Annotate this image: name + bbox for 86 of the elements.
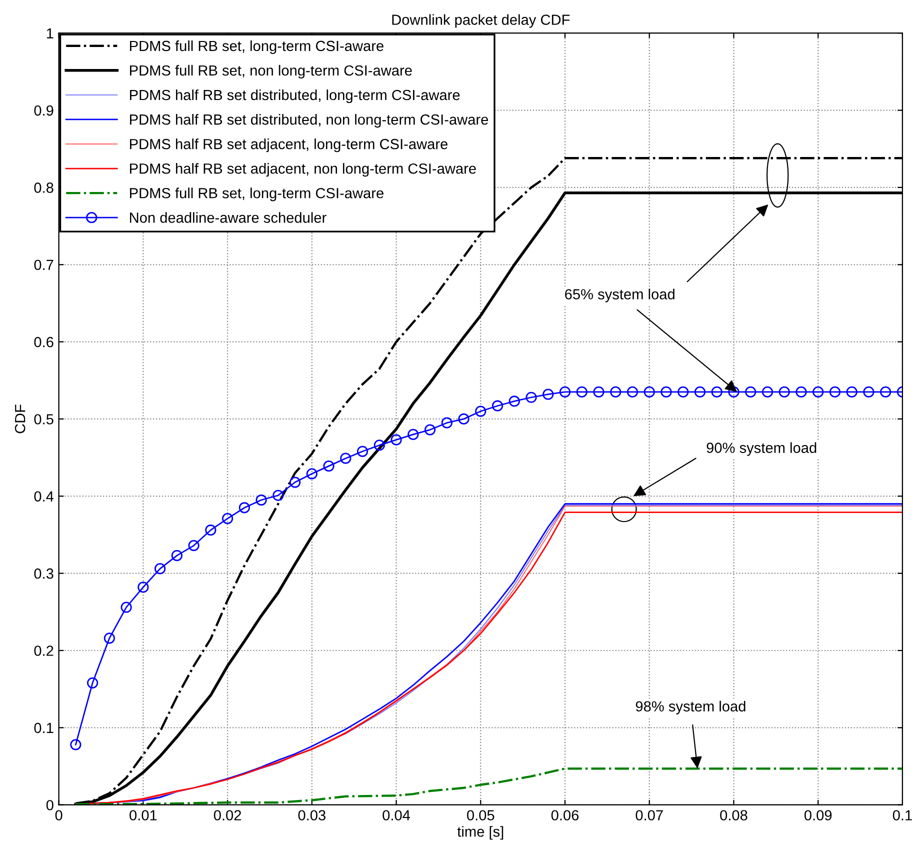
- point: [796, 386, 807, 398]
- x-tick-label: 0.01: [130, 810, 157, 820]
- point: [880, 386, 892, 398]
- legend-label: PDMS half RB set adjacent, long-term CSI-aware: [130, 138, 448, 152]
- legend-label: PDMS full RB set, long-term CSI-aware: [130, 188, 384, 202]
- point: [846, 386, 858, 398]
- point: [171, 550, 182, 562]
- y-tick-label: 0.4: [34, 491, 54, 502]
- annotation: 90% system load: [706, 442, 816, 456]
- y-tick-label: 0.6: [34, 336, 54, 348]
- point: [205, 524, 216, 536]
- x-tick-label: 0.05: [467, 810, 494, 820]
- point: [188, 540, 200, 552]
- legend-label: Non deadline-aware scheduler: [130, 212, 326, 223]
- point: [542, 388, 554, 400]
- point: [120, 602, 132, 613]
- legend-label: PDMS full RB set, non long-term CSI-aware: [130, 64, 412, 79]
- annotation: 98% system load: [636, 700, 746, 714]
- y-tick-label: 0.7: [34, 260, 54, 270]
- x-tick-label: 0: [55, 810, 62, 820]
- y-tick-label: 0.3: [34, 568, 54, 579]
- point: [87, 677, 98, 688]
- point: [492, 400, 504, 412]
- x-tick-label: 0.02: [214, 810, 242, 820]
- legend-label: PDMS half RB set adjacent, non long-term CSI-aware: [130, 163, 476, 177]
- point: [323, 460, 334, 472]
- y-tick-label: 0.2: [34, 646, 54, 656]
- point: [306, 468, 318, 480]
- point: [593, 386, 604, 398]
- point: [829, 386, 841, 398]
- point: [812, 386, 824, 398]
- point: [289, 476, 301, 488]
- point: [222, 512, 234, 524]
- x-tick-label: 0.08: [720, 810, 748, 820]
- point: [508, 396, 520, 407]
- y-axis-title: CDF: [14, 404, 26, 434]
- point: [356, 446, 368, 457]
- point: [475, 406, 486, 417]
- point: [660, 386, 672, 398]
- x-tick-label: 0.06: [551, 810, 579, 820]
- point: [256, 494, 267, 506]
- point: [138, 582, 149, 593]
- legend-label: PDMS half RB set distributed, non long-term CSI-aware: [130, 114, 488, 128]
- point: [694, 386, 706, 398]
- point: [728, 386, 740, 398]
- point: [863, 386, 874, 398]
- x-tick-label: 0.07: [636, 810, 663, 820]
- point: [424, 424, 436, 436]
- y-tick-label: 0.9: [34, 105, 54, 116]
- legend-label: PDMS half RB set distributed, long-term CSI-aware: [130, 89, 460, 104]
- point: [626, 386, 638, 398]
- annotation: 65% system load: [565, 288, 674, 302]
- point: [104, 632, 115, 644]
- point: [390, 434, 402, 446]
- point: [711, 386, 722, 398]
- chart-title: Downlink packet delay CDF: [392, 14, 570, 28]
- point: [526, 392, 537, 403]
- point: [238, 502, 250, 514]
- x-tick-label: 0.09: [804, 810, 832, 820]
- point: [374, 440, 385, 451]
- point: [778, 386, 790, 398]
- point: [610, 386, 622, 398]
- point: [644, 386, 655, 398]
- point: [745, 386, 756, 398]
- y-tick-label: 1: [46, 28, 54, 38]
- legend-label: PDMS full RB set, long-term CSI-aware: [130, 40, 384, 54]
- line-series: [74, 767, 902, 805]
- y-tick-label: 0: [46, 800, 54, 810]
- point: [678, 386, 689, 398]
- point: [576, 386, 588, 398]
- x-tick-label: 0.1: [892, 810, 912, 820]
- point: [441, 417, 452, 428]
- point: [559, 386, 571, 398]
- point: [762, 386, 774, 398]
- x-tick-label: 0.03: [298, 810, 326, 820]
- point: [340, 452, 352, 464]
- point: [272, 490, 284, 501]
- x-tick-label: 0.04: [382, 810, 410, 820]
- y-tick-label: 0.1: [34, 722, 54, 734]
- point: [458, 413, 470, 425]
- y-tick-label: 0.8: [34, 182, 54, 193]
- point: [70, 739, 82, 750]
- y-tick-label: 0.5: [34, 414, 54, 424]
- point: [408, 428, 419, 440]
- x-axis-title: time [s]: [457, 826, 504, 840]
- point: [154, 563, 166, 574]
